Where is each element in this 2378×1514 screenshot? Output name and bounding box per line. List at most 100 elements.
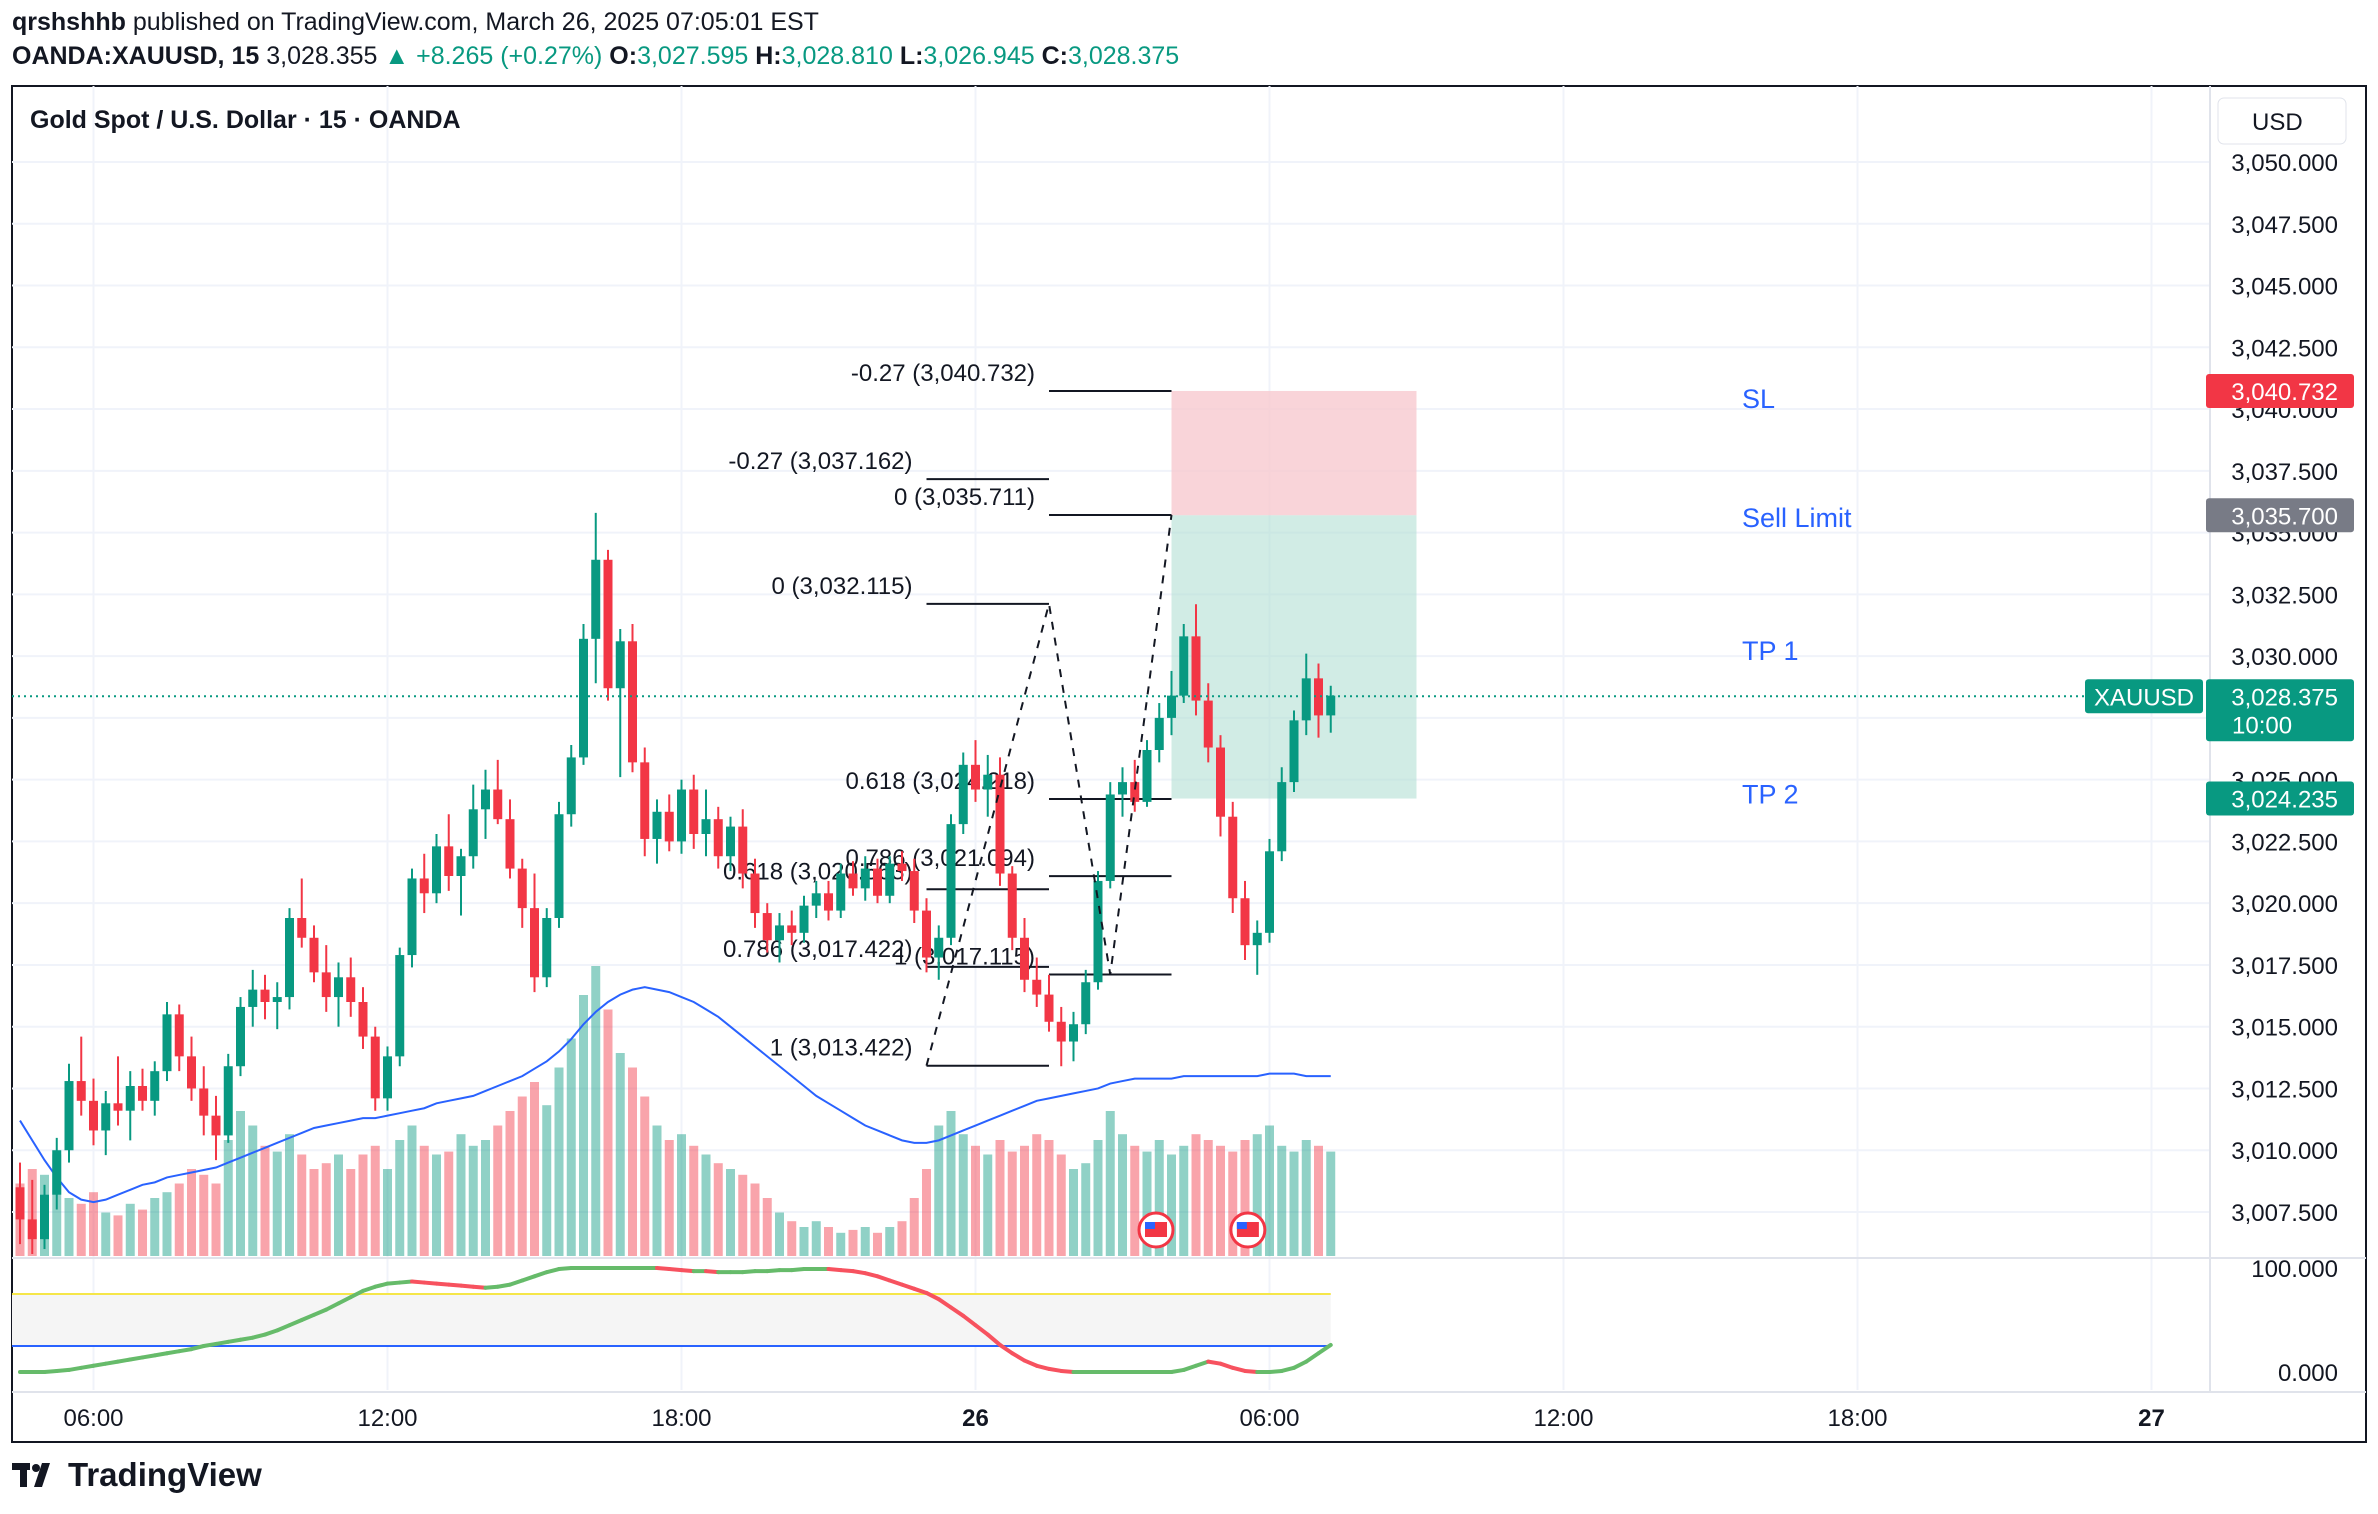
candle-body	[628, 641, 637, 762]
volume-bar	[775, 1213, 784, 1257]
candle-body	[150, 1071, 159, 1101]
price-tick-label: 3,032.500	[2231, 582, 2338, 609]
volume-bar	[1020, 1146, 1029, 1256]
volume-bar	[714, 1163, 723, 1256]
volume-bar	[800, 1227, 809, 1256]
time-tick-label: 12:00	[1533, 1405, 1593, 1432]
fib-level-label: 0.786 (3,017.422)	[723, 936, 912, 963]
tradingview-logo-icon	[12, 1461, 60, 1489]
volume-bar	[530, 1082, 539, 1256]
candle-body	[1192, 636, 1201, 700]
volume-bar	[873, 1233, 882, 1256]
axis-price-badge-label: 3,024.235	[2231, 787, 2338, 814]
candle-body	[555, 814, 564, 918]
candle-body	[187, 1056, 196, 1088]
tradingview-brand[interactable]: TradingView	[12, 1456, 262, 1494]
volume-bar	[420, 1146, 429, 1256]
candle-body	[616, 641, 625, 688]
position-label: Sell Limit	[1742, 503, 1852, 533]
candle-body	[1143, 750, 1152, 802]
price-tick-label: 3,030.000	[2231, 644, 2338, 671]
volume-bar	[996, 1140, 1005, 1256]
candle-body	[40, 1195, 49, 1239]
volume-bar	[616, 1053, 625, 1256]
candle-body	[52, 1150, 61, 1194]
candle-body	[849, 874, 858, 889]
event-flag-canton	[1237, 1222, 1247, 1229]
candle-body	[1204, 701, 1213, 748]
candle-body	[763, 913, 772, 940]
volume-bar	[310, 1169, 319, 1256]
candle-body	[653, 812, 662, 839]
candle-body	[1290, 720, 1299, 782]
price-tick-label: 3,010.000	[2231, 1138, 2338, 1165]
candle-body	[16, 1187, 25, 1219]
volume-bar	[1192, 1134, 1201, 1256]
volume-bar	[726, 1169, 735, 1256]
candle-body	[444, 846, 453, 876]
volume-bar	[248, 1126, 257, 1257]
volume-bar	[567, 1039, 576, 1257]
volume-bar	[1118, 1134, 1127, 1256]
volume-bar	[934, 1126, 943, 1257]
candle-body	[163, 1014, 172, 1071]
volume-bar	[1057, 1155, 1066, 1257]
volume-bar	[861, 1227, 870, 1256]
axis-price-badge-label: 3,035.700	[2231, 503, 2338, 530]
volume-bar	[457, 1134, 466, 1256]
stop-loss-zone[interactable]	[1172, 391, 1417, 515]
position-label: TP 2	[1742, 779, 1799, 809]
candle-body	[89, 1101, 98, 1131]
volume-bar	[1106, 1111, 1115, 1256]
candle-body	[861, 869, 870, 889]
volume-bar	[898, 1221, 907, 1256]
volume-bar	[702, 1155, 711, 1257]
candle-body	[714, 819, 723, 856]
candle-body	[77, 1081, 86, 1101]
candle-body	[1253, 933, 1262, 945]
fib-level-label: 1 (3,017.115)	[894, 943, 1035, 970]
volume-bar	[653, 1126, 662, 1257]
candle-body	[530, 908, 539, 977]
time-tick-label: 26	[962, 1405, 989, 1432]
candle-body	[285, 918, 294, 997]
volume-bar	[346, 1169, 355, 1256]
volume-bar	[493, 1126, 502, 1257]
price-tick-label: 3,022.500	[2231, 829, 2338, 856]
volume-bar	[187, 1169, 196, 1256]
candle-body	[677, 790, 686, 842]
volume-bar	[359, 1155, 368, 1257]
candle-body	[873, 869, 882, 896]
candle-body	[738, 827, 747, 874]
price-chart[interactable]: SLSell LimitTP 1TP 2 -0.27 (3,040.732)-0…	[0, 0, 2378, 1514]
volume-bar	[812, 1221, 821, 1256]
brand-name: TradingView	[68, 1456, 262, 1494]
volume-bar	[983, 1155, 992, 1257]
candle-body	[297, 918, 306, 938]
candle-body	[898, 864, 907, 871]
candle-body	[1045, 995, 1054, 1022]
candle-body	[787, 925, 796, 932]
candle-body	[199, 1088, 208, 1115]
fib-level-label: -0.27 (3,037.162)	[728, 448, 912, 475]
volume-bar	[689, 1146, 698, 1256]
candle-body	[1167, 696, 1176, 718]
volume-bar	[1094, 1140, 1103, 1256]
candle-body	[432, 846, 441, 893]
candle-body	[273, 997, 282, 1002]
volume-bar	[334, 1155, 343, 1257]
candle-body	[542, 918, 551, 977]
volume-bar	[628, 1068, 637, 1257]
volume-bar	[836, 1233, 845, 1256]
candle-body	[1241, 898, 1250, 945]
event-flag-canton	[1145, 1222, 1155, 1229]
volume-bar	[469, 1146, 478, 1256]
candle-body	[371, 1037, 380, 1099]
candle-body	[506, 819, 515, 868]
volume-bar	[1032, 1134, 1041, 1256]
volume-bar	[751, 1184, 760, 1257]
position-label: SL	[1742, 384, 1775, 414]
volume-bar	[77, 1204, 86, 1256]
currency-label: USD	[2252, 109, 2303, 136]
volume-bar	[444, 1152, 453, 1256]
